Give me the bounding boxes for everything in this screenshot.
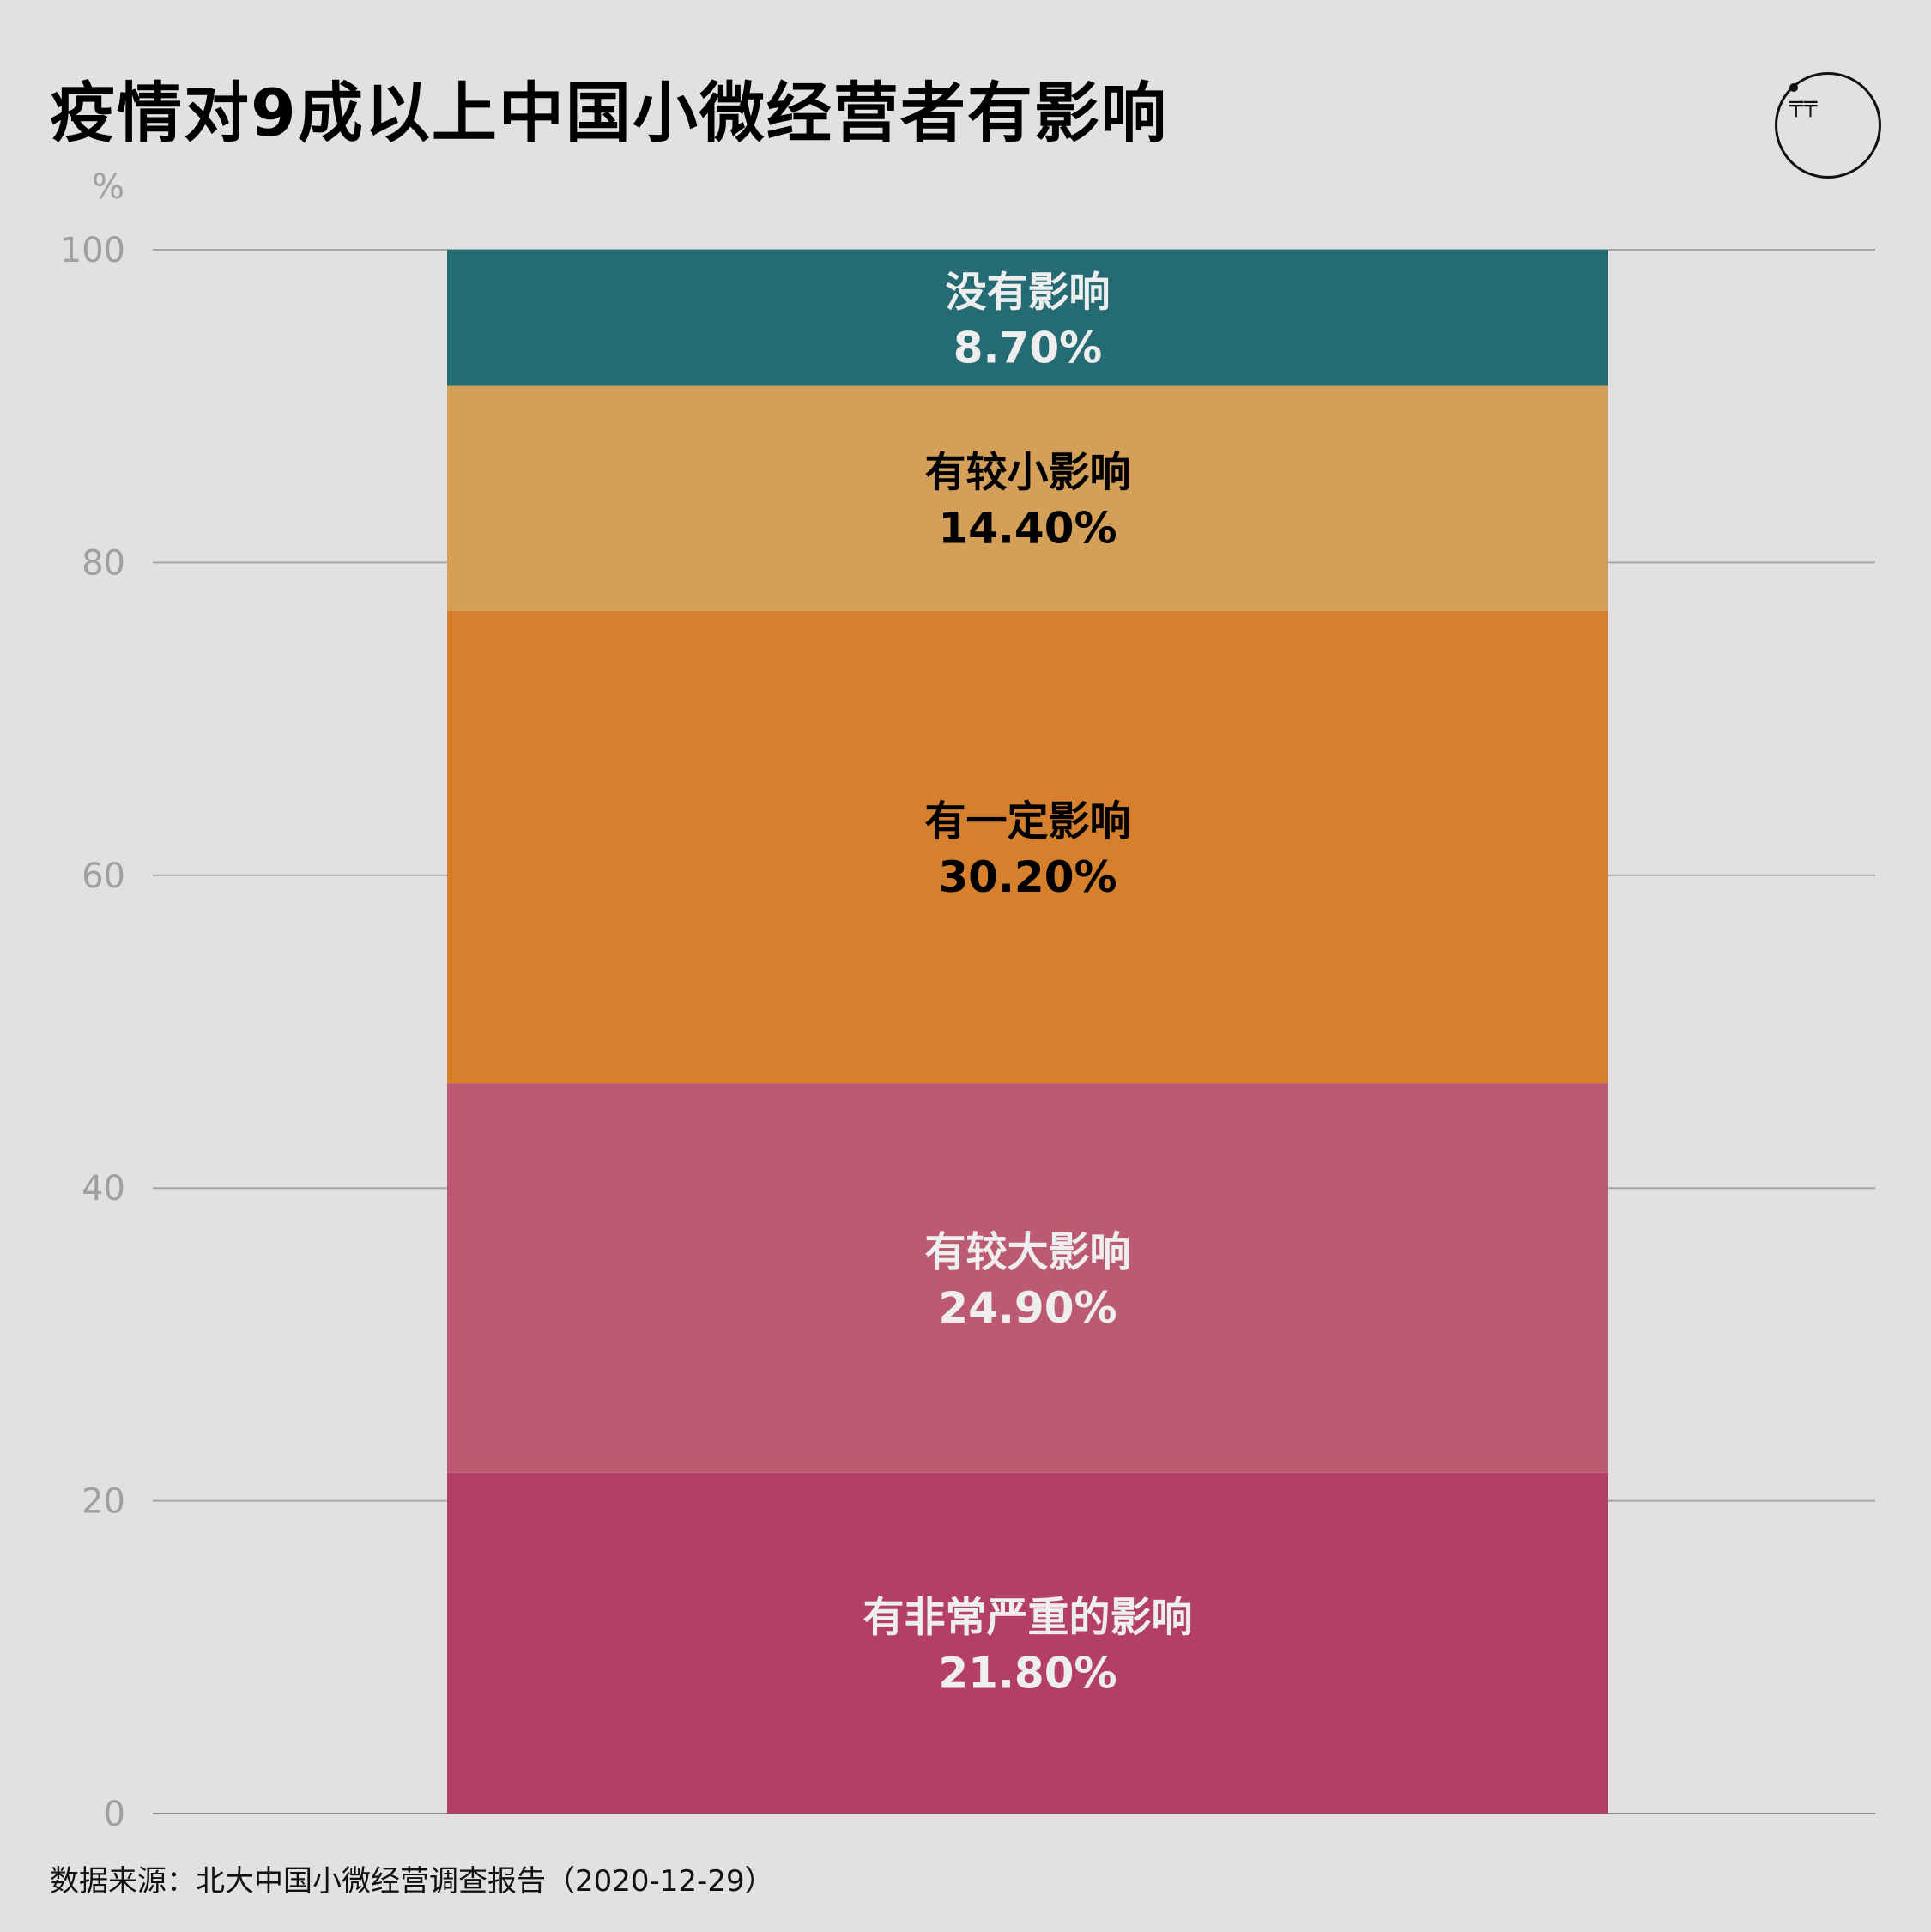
bar-segment [447, 610, 1608, 1084]
segment-name-label: 有一定影响 [924, 797, 1130, 845]
bar-segment [447, 1083, 1608, 1473]
bar-segment [447, 250, 1608, 386]
logo: ╤╤ [1775, 72, 1881, 179]
y-tick-label: 20 [82, 1482, 125, 1522]
segment-name-label: 有非常严重的影响 [863, 1593, 1192, 1641]
bar-segment [447, 385, 1608, 611]
y-tick-label: 60 [82, 857, 125, 896]
segment-value-label: 24.90% [938, 1283, 1117, 1333]
y-axis-label: % [92, 167, 124, 207]
segment-name-label: 有较大影响 [924, 1228, 1130, 1276]
segment-name-label: 有较小影响 [924, 449, 1130, 497]
y-tick-label: 40 [82, 1169, 125, 1208]
segment-value-label: 8.70% [953, 323, 1102, 372]
segment-value-label: 21.80% [938, 1648, 1117, 1698]
bar-segment [447, 1472, 1608, 1814]
y-tick-label: 100 [60, 231, 125, 270]
segment-value-label: 14.40% [938, 504, 1117, 554]
source-note: 数据来源：北大中国小微经营调查报告（2020-12-29） [50, 1864, 774, 1899]
bar-segments [447, 250, 1608, 1814]
page-title: 疫情对9成以上中国小微经营者有影响 [50, 75, 1168, 151]
logo-glyph: ╤╤ [1789, 92, 1819, 118]
y-tick-label: 80 [82, 543, 125, 583]
y-axis: 0 20 40 60 80 100% [60, 167, 125, 1834]
segment-value-label: 30.20% [938, 852, 1117, 902]
segment-labels: 有非常严重的影响 21.80% 有较大影响 24.90% 有一定影响 30.20% 有较小影… [863, 268, 1192, 1698]
segment-name-label: 没有影响 [945, 268, 1110, 316]
logo-dot [1789, 83, 1798, 92]
y-tick-label: 0 [104, 1795, 125, 1834]
